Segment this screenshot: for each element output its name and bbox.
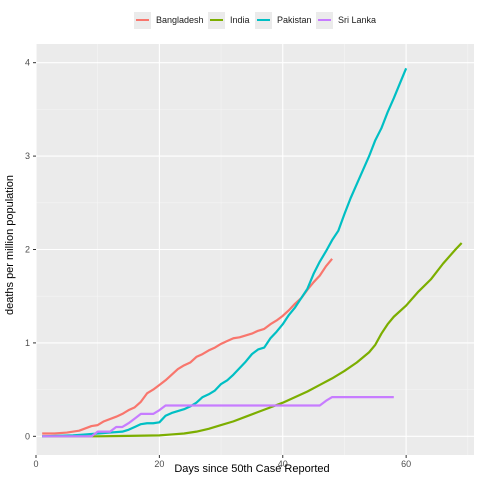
x-tick-label: 60	[401, 459, 411, 469]
x-tick-label: 20	[154, 459, 164, 469]
series-line-pakistan	[42, 67, 408, 438]
legend-key-sri-lanka	[316, 11, 333, 29]
x-axis-title: Days since 50th Case Reported	[174, 463, 329, 475]
x-axis: 0 20 40 60	[33, 455, 411, 469]
legend-item-sri-lanka: Sri Lanka	[316, 10, 376, 30]
legend-label-sri-lanka: Sri Lanka	[338, 15, 377, 25]
x-tick-label: 40	[278, 459, 288, 469]
y-tick-label: 2	[25, 245, 30, 255]
x-tick-label: 0	[33, 459, 38, 469]
y-axis: 0 1 2 3 4	[25, 58, 36, 441]
legend-label-india: India	[230, 15, 250, 25]
series-line-sri-lanka	[42, 395, 394, 438]
legend-key-pakistan	[255, 11, 272, 29]
series-line-bangladesh	[42, 258, 333, 435]
legend-key-bangladesh	[134, 11, 151, 29]
legend-item-bangladesh: Bangladesh	[134, 10, 204, 30]
series-line-india	[42, 242, 463, 438]
y-tick-label: 4	[25, 58, 30, 68]
legend: Bangladesh India Pakistan Sri Lanka	[0, 10, 480, 30]
legend-label-pakistan: Pakistan	[277, 15, 312, 25]
legend-key-india	[208, 11, 225, 29]
series-lines	[42, 67, 463, 438]
legend-item-india: India	[208, 10, 250, 30]
y-tick-label: 0	[25, 431, 30, 441]
legend-item-pakistan: Pakistan	[255, 10, 312, 30]
y-axis-title: deaths per million population	[4, 175, 16, 315]
y-tick-label: 3	[25, 151, 30, 161]
grid-major	[35, 44, 474, 455]
legend-label-bangladesh: Bangladesh	[156, 15, 204, 25]
y-tick-label: 1	[25, 338, 30, 348]
